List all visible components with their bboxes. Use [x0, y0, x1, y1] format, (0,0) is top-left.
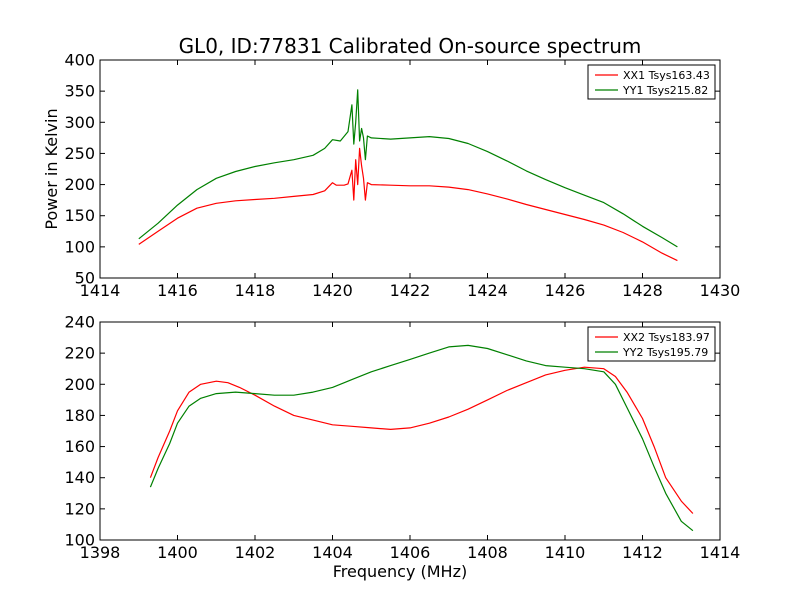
y-tick-label: 200 [64, 175, 95, 194]
y-tick-label: 180 [64, 406, 95, 425]
legend-box [587, 326, 716, 362]
x-tick-label: 1410 [545, 543, 586, 562]
y-tick-label: 350 [64, 82, 95, 101]
y-tick-label: 240 [64, 313, 95, 332]
y-tick-label: 250 [64, 144, 95, 163]
y-tick-label: 100 [64, 531, 95, 550]
x-axis-title: Frequency (MHz) [333, 562, 467, 581]
legend-label: YY2 Tsys195.79 [622, 346, 708, 359]
x-tick-label: 1430 [700, 281, 741, 300]
y-tick-label: 400 [64, 51, 95, 70]
legend: XX2 Tsys183.97 YY2 Tsys195.79 [587, 326, 716, 362]
x-tick-label: 1412 [622, 543, 663, 562]
legend: XX1 Tsys163.43 YY1 Tsys215.82 [587, 64, 716, 100]
x-tick-label: 1406 [390, 543, 431, 562]
legend-label: XX1 Tsys163.43 [623, 69, 710, 82]
y-tick-label: 220 [64, 344, 95, 363]
series-line-2-2 [149, 344, 694, 532]
series-line-1-2 [138, 89, 678, 248]
legend-box [587, 64, 716, 100]
y-tick-label: 200 [64, 375, 95, 394]
y-axis-title: Power in Kelvin [42, 108, 61, 229]
y-tick-label: 300 [64, 113, 95, 132]
x-tick-label: 1428 [622, 281, 663, 300]
series-line-1-1 [138, 147, 678, 262]
y-tick-label: 160 [64, 437, 95, 456]
x-tick-label: 1400 [157, 543, 198, 562]
y-tick-label: 140 [64, 468, 95, 487]
x-tick-label: 1404 [312, 543, 353, 562]
y-tick-label: 120 [64, 499, 95, 518]
y-tick-label: 150 [64, 206, 95, 225]
figure-title: GL0, ID:77831 Calibrated On-source spect… [179, 34, 642, 58]
x-tick-label: 1420 [312, 281, 353, 300]
x-tick-label: 1414 [80, 281, 121, 300]
y-tick-label: 100 [64, 237, 95, 256]
x-tick-label: 1424 [467, 281, 508, 300]
x-tick-label: 1422 [390, 281, 431, 300]
x-tick-label: 1416 [157, 281, 198, 300]
legend-label: XX2 Tsys183.97 [623, 331, 710, 344]
series-line-2-1 [149, 366, 694, 514]
legend-label: YY1 Tsys215.82 [622, 84, 708, 97]
x-tick-label: 1402 [235, 543, 276, 562]
x-tick-label: 1418 [235, 281, 276, 300]
bottom-panel: 1398 1400 1402 1404 1406 1408 1410 1412 1414 100 1… [64, 313, 740, 582]
x-tick-label: 1408 [467, 543, 508, 562]
x-tick-label: 1426 [545, 281, 586, 300]
x-tick-label: 1414 [700, 543, 741, 562]
top-panel: 1414 1416 1418 1420 1422 1424 1426 1428 1430 50 10… [42, 51, 740, 301]
y-tick-label: 50 [75, 269, 95, 288]
x-tick-label: 1398 [80, 543, 121, 562]
